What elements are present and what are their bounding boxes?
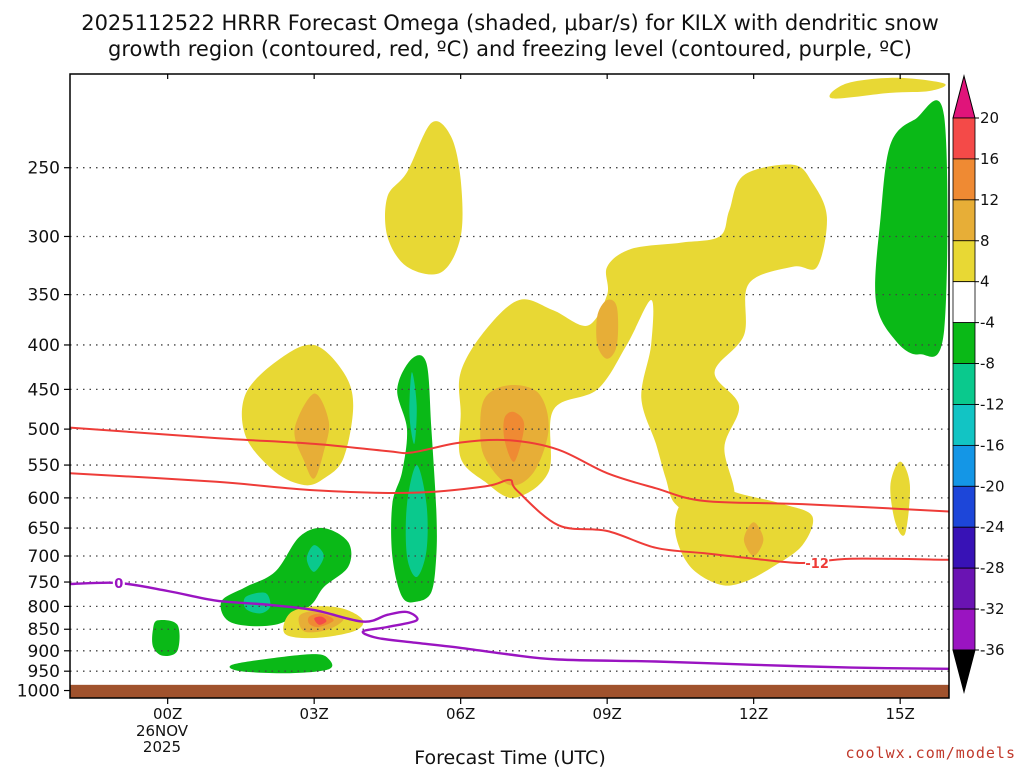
omega-colorbar: 20 16 12 8 4 -4 -8 -12 -16 -20 -24 -28 -32 -36 bbox=[952, 74, 1005, 694]
contour-label-freezing: 0 bbox=[114, 577, 123, 592]
y-tick-label-900: 900 bbox=[28, 642, 60, 662]
omega-region-yellow-03z-midlevel bbox=[241, 344, 354, 486]
colorbar-band-10 bbox=[952, 526, 976, 569]
colorbar-band-12 bbox=[952, 608, 976, 651]
contour-label-bg-freezing bbox=[112, 576, 125, 591]
chart-title-line-2: growth region (contoured, red, ºC) and f… bbox=[108, 37, 912, 61]
y-tick-label-500: 500 bbox=[28, 420, 60, 440]
y-tick-label-300: 300 bbox=[28, 227, 60, 247]
omega-region-orange-03z-midlevel bbox=[294, 393, 330, 479]
y-tick-label-950: 950 bbox=[28, 662, 60, 682]
colorbar-label-6: -8 bbox=[980, 355, 995, 373]
y-tick-label-850: 850 bbox=[28, 620, 60, 640]
colorbar-band-7 bbox=[952, 404, 976, 446]
time-axis: 00Z 03Z 06Z 09Z 12Z 15Z bbox=[153, 74, 915, 723]
colorbar-label-12: -32 bbox=[980, 600, 1005, 618]
colorbar-bottom-arrow bbox=[952, 649, 976, 694]
contour-label-dgz-lower: -12 bbox=[805, 557, 829, 572]
chart-title-line-1: 2025112522 HRRR Forecast Omega (shaded, … bbox=[81, 11, 939, 35]
pressure-axis: 2503003504004505005506006507007508008509… bbox=[17, 159, 70, 702]
contour-dgz-lower bbox=[70, 472, 949, 564]
credit-text: coolwx.com/models bbox=[845, 744, 1016, 762]
omega-region-yellow-top-jet bbox=[385, 121, 463, 275]
y-tick-label-600: 600 bbox=[28, 489, 60, 509]
colorbar-label-9: -20 bbox=[980, 477, 1005, 495]
y-tick-label-350: 350 bbox=[28, 286, 60, 306]
colorbar-band-11 bbox=[952, 567, 976, 610]
omega-region-yellow-15z-right bbox=[890, 461, 911, 536]
plot-frame bbox=[69, 73, 950, 699]
colorbar-label-2: 12 bbox=[980, 191, 999, 209]
colorbar-label-10: -24 bbox=[980, 518, 1005, 536]
colorbar-label-3: 8 bbox=[980, 232, 990, 250]
colorbar-label-4: 4 bbox=[980, 273, 990, 291]
x-tick-label-00Z: 00Z bbox=[153, 705, 182, 723]
omega-region-red-07z bbox=[503, 411, 525, 462]
x-date-day: 26NOV bbox=[136, 722, 189, 740]
y-tick-label-450: 450 bbox=[28, 380, 60, 400]
y-tick-label-550: 550 bbox=[28, 456, 60, 476]
contour-freezing bbox=[70, 581, 949, 670]
contour-label-bg bbox=[805, 556, 830, 570]
x-axis-label: Forecast Time (UTC) bbox=[414, 747, 605, 768]
x-tick-label-06Z: 06Z bbox=[446, 705, 475, 723]
omega-region-green-05z-thin-top bbox=[409, 372, 417, 444]
y-tick-label-700: 700 bbox=[28, 547, 60, 567]
colorbar-band-2 bbox=[952, 199, 976, 242]
colorbar-band-4 bbox=[952, 281, 976, 324]
x-tick-label-15Z: 15Z bbox=[885, 705, 914, 723]
colorbar-label-1: 16 bbox=[980, 150, 999, 168]
colorbar-label-13: -36 bbox=[980, 641, 1005, 659]
colorbar-label-11: -28 bbox=[980, 559, 1005, 577]
colorbar-label-7: -12 bbox=[980, 395, 1005, 413]
omega-region-hot-03z-low bbox=[314, 616, 327, 625]
colorbar-band-1 bbox=[952, 158, 976, 201]
y-tick-label-800: 800 bbox=[28, 597, 60, 617]
x-tick-label-12Z: 12Z bbox=[739, 705, 768, 723]
colorbar-band-6 bbox=[952, 363, 976, 405]
ground-fill bbox=[70, 684, 949, 698]
colorbar-top-arrow bbox=[952, 74, 976, 119]
x-date-year: 2025 bbox=[143, 738, 181, 756]
omega-region-orange-12z bbox=[743, 522, 764, 556]
ground-layer bbox=[70, 684, 949, 698]
omega-region-green-upper-right bbox=[875, 100, 948, 357]
omega-region-green-00z-small bbox=[152, 619, 180, 657]
colorbar-label-0: 20 bbox=[980, 109, 999, 127]
colorbar-label-8: -16 bbox=[980, 436, 1005, 454]
omega-region-green-03z-bottom bbox=[229, 654, 333, 674]
omega-region-teal-03z bbox=[306, 545, 324, 572]
omega-region-yellow-07z-broad bbox=[458, 164, 827, 520]
y-tick-label-750: 750 bbox=[28, 573, 60, 593]
colorbar-band-5 bbox=[952, 322, 976, 364]
colorbar-band-0 bbox=[952, 117, 976, 160]
omega-region-orange-09z-blob bbox=[596, 299, 619, 359]
colorbar-band-9 bbox=[952, 485, 976, 528]
y-tick-label-400: 400 bbox=[28, 336, 60, 356]
colorbar-band-3 bbox=[952, 240, 976, 283]
contour-dgz-upper bbox=[70, 426, 949, 513]
x-tick-label-03Z: 03Z bbox=[299, 705, 328, 723]
omega-region-yellow-upper-right bbox=[829, 77, 946, 99]
y-tick-label-650: 650 bbox=[28, 519, 60, 539]
x-tick-label-09Z: 09Z bbox=[592, 705, 621, 723]
colorbar-band-8 bbox=[952, 444, 976, 487]
temperature-contours: -12 0 bbox=[70, 426, 949, 670]
y-tick-label-250: 250 bbox=[28, 159, 60, 179]
colorbar-label-5: -4 bbox=[980, 314, 995, 332]
y-tick-label-1000: 1000 bbox=[17, 682, 60, 702]
